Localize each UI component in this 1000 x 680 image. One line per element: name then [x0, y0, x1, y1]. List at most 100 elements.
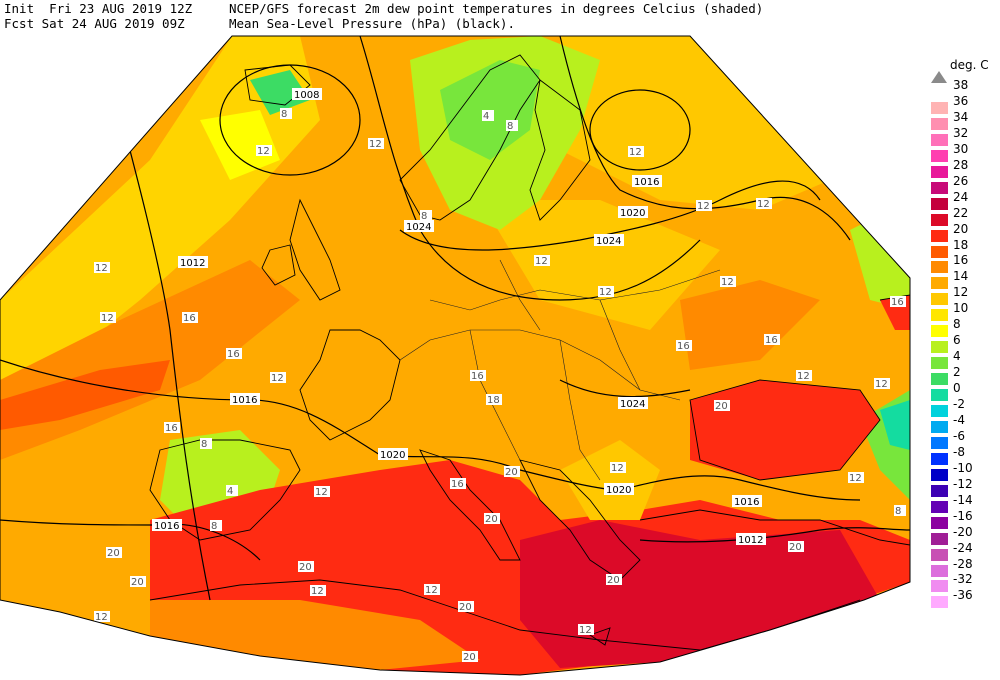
isobar-label: 1016 [734, 497, 759, 508]
isobar-label: 1016 [232, 395, 257, 406]
colorbar-swatch [931, 181, 948, 194]
dewpoint-label: 20 [463, 652, 476, 663]
isobar-1016-ring-north [589, 89, 691, 171]
dewpoint-labels: 8 12 12 12 16 16 12 12 16 18 16 16 20 20… [94, 108, 906, 663]
dewpoint-label: 8 [507, 121, 513, 132]
colorbar-label: 28 [953, 157, 969, 172]
colorbar-label: 14 [953, 269, 969, 284]
dewpoint-label: 16 [165, 423, 178, 434]
dewpoint-label: 16 [451, 479, 464, 490]
colorbar-label: -28 [953, 556, 973, 571]
colorbar-swatch [931, 149, 948, 162]
isobar-1012-east [639, 527, 910, 543]
shade-poland-yellow [480, 200, 720, 330]
colorbar-label: -14 [953, 492, 973, 507]
shade-africa-orange [150, 600, 480, 670]
colorbar-swatch [931, 277, 948, 290]
isobar-label: 1016 [634, 177, 659, 188]
dewpoint-label: 12 [271, 373, 284, 384]
colorbar-swatch [931, 165, 948, 178]
isobar-label: 1016 [154, 521, 179, 532]
isobar-label: 1024 [406, 222, 431, 233]
colorbar-swatch [931, 101, 948, 114]
isobar-1020-central [359, 36, 701, 301]
colorbar-label: 16 [953, 253, 969, 268]
isobar-label: 1024 [596, 236, 621, 247]
header-init: Init Fri 23 AUG 2019 12Z [4, 1, 193, 16]
colorbar-swatch [931, 596, 948, 609]
coast-finland [529, 79, 591, 221]
coast-britain [289, 198, 341, 301]
dewpoint-label: 12 [579, 625, 592, 636]
coast-ireland [261, 244, 296, 286]
dewpoint-label: 16 [471, 371, 484, 382]
shade-ukraine-orange [680, 280, 820, 370]
dewpoint-label: 20 [131, 577, 144, 588]
colorbar-label: 24 [953, 189, 969, 204]
isobar-1016-turkey [619, 475, 861, 501]
colorbar-label: 18 [953, 237, 969, 252]
coast-italy [419, 449, 521, 561]
shade-atlantic-band [0, 360, 170, 430]
colorbar-up-arrow-icon [931, 71, 947, 83]
dewpoint-label: 12 [875, 379, 888, 390]
dewpoint-label: 20 [107, 548, 120, 559]
colorbar-swatch [931, 341, 948, 354]
dewpoint-label: 16 [183, 313, 196, 324]
colorbar-swatch [931, 229, 948, 242]
coast-balkans [519, 459, 641, 581]
colorbar-label: 0 [953, 381, 961, 396]
dewpoint-label: 4 [227, 486, 233, 497]
colorbar-swatch [931, 293, 948, 306]
dewpoint-label: 20 [505, 467, 518, 478]
shade-russia-yellow [560, 36, 830, 210]
isobar-label: 1024 [620, 399, 645, 410]
dewpoint-label: 16 [891, 297, 904, 308]
colorbar-label: 32 [953, 125, 969, 140]
colorbar-swatch [931, 389, 948, 402]
colorbar-swatch [931, 133, 948, 146]
dewpoint-label: 12 [697, 201, 710, 212]
dewpoint-label: 12 [611, 463, 624, 474]
isobar-label: 1008 [294, 90, 319, 101]
dewpoint-label: 12 [797, 371, 810, 382]
colorbar-swatch [931, 245, 948, 258]
coast-crete [588, 627, 611, 646]
header-title-line2: Mean Sea-Level Pressure (hPa) (black). [229, 16, 515, 31]
isobar-labels: 1008 1012 1016 1016 1016 1016 1020 1020 … [152, 88, 766, 546]
header-title-line1: NCEP/GFS forecast 2m dew point temperatu… [229, 1, 764, 16]
colorbar-swatch [931, 405, 948, 417]
colorbar-swatch [931, 357, 948, 370]
coast-turkey [639, 509, 910, 546]
colorbar-swatch [931, 261, 948, 274]
colorbar-swatch [931, 468, 948, 481]
colorbar-label: 34 [953, 109, 969, 124]
dewpoint-label: 8 [201, 439, 207, 450]
dewpoint-label: 20 [299, 562, 312, 573]
isobar-1024-ukraine [559, 379, 691, 398]
coast-france [299, 329, 401, 441]
coast-iberia [149, 439, 301, 541]
header-fcst: Fcst Sat 24 AUG 2019 09Z [4, 16, 185, 31]
dewpoint-label: 12 [721, 277, 734, 288]
colorbar-swatch [931, 373, 948, 386]
dewpoint-label: 20 [715, 401, 728, 412]
dewpoint-label: 12 [315, 487, 328, 498]
shade-black-sea-red [690, 380, 880, 480]
isobar-1016-east [559, 36, 851, 241]
colorbar-label: -10 [953, 460, 973, 475]
colorbar-swatch [931, 197, 948, 210]
dewpoint-label: 12 [599, 287, 612, 298]
isobar-label: 1020 [620, 208, 645, 219]
colorbar-label: 20 [953, 221, 969, 236]
dewpoint-label: 12 [311, 586, 324, 597]
dewpoint-label: 16 [765, 335, 778, 346]
dewpoint-label: 20 [789, 542, 802, 553]
isobar-1008-ring [219, 64, 361, 176]
dewpoint-label: 4 [483, 111, 489, 122]
dewpoint-label: 8 [421, 211, 427, 222]
shade-east-med-crimson [520, 520, 880, 668]
isobar-1024 [399, 180, 821, 251]
colorbar-label: -2 [953, 397, 965, 411]
